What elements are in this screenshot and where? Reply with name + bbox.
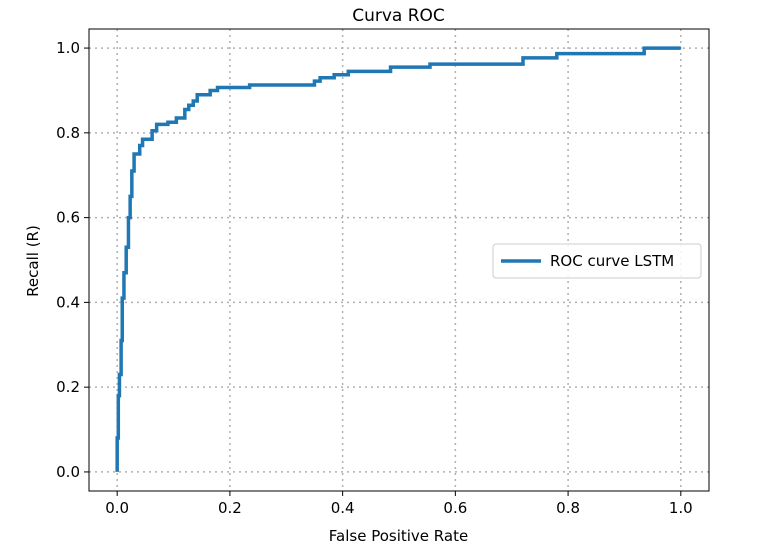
- plot-frame: [88, 28, 710, 492]
- x-tick-label: 0.6: [443, 499, 467, 517]
- legend-box: [492, 243, 702, 279]
- y-tick-label: 0.2: [56, 378, 80, 396]
- x-tick-label: 0.0: [105, 499, 129, 517]
- y-axis-label: Recall (R): [24, 225, 42, 297]
- y-tick-label: 0.4: [56, 293, 80, 311]
- chart-title: Curva ROC: [352, 6, 445, 26]
- series-layer: [115, 46, 681, 472]
- roc-curve-line: [115, 46, 681, 472]
- x-tick-label: 0.8: [556, 499, 580, 517]
- x-tick-label: 1.0: [669, 499, 693, 517]
- y-tick-label: 1.0: [56, 39, 80, 57]
- ticks: 0.0 0.2 0.4 0.6 0.8 1.0 0.0 0.2 0.4 0.6 0.8 1.0: [56, 39, 693, 517]
- legend: ROC curve LSTM: [492, 243, 702, 279]
- y-tick-label: 0.8: [56, 124, 80, 142]
- y-tick-label: 0.6: [56, 209, 80, 227]
- legend-label-roc-curve: ROC curve LSTM: [550, 252, 674, 270]
- x-tick-label: 0.4: [331, 499, 355, 517]
- x-axis-label: False Positive Rate: [329, 527, 468, 545]
- x-tick-label: 0.2: [218, 499, 242, 517]
- y-tick-label: 0.0: [56, 463, 80, 481]
